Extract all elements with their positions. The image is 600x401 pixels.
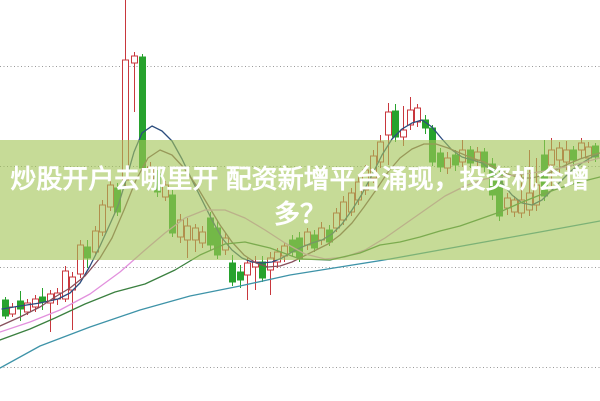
- stock-chart-thumbnail: 炒股开户去哪里开 配资新增平台涌现，投资机会增 多？: [0, 0, 600, 369]
- candlestick-chart: [0, 0, 600, 369]
